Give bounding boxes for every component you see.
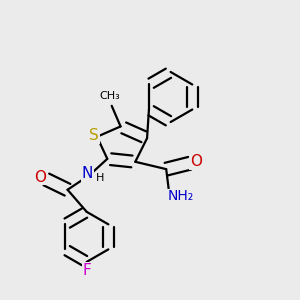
Text: NH₂: NH₂	[167, 189, 194, 203]
Text: N: N	[82, 166, 93, 181]
Text: O: O	[34, 169, 46, 184]
Text: CH₃: CH₃	[100, 91, 121, 100]
Text: F: F	[82, 262, 91, 278]
Text: S: S	[89, 128, 99, 143]
Text: H: H	[95, 173, 104, 183]
Text: O: O	[190, 154, 202, 169]
